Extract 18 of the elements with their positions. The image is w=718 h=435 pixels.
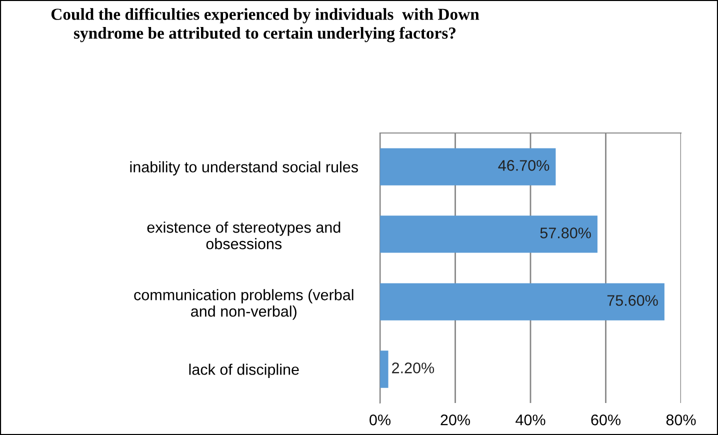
data-label: 75.60% [607, 295, 658, 306]
x-tick-label: 80% [666, 414, 696, 426]
x-tick-label: 0% [370, 414, 390, 426]
bar [380, 283, 664, 320]
bar [380, 148, 556, 186]
y-tick-label: inability to understand social rules [130, 161, 358, 176]
y-tick-label: communication problems (verbal and non-verbal) [134, 289, 354, 320]
x-tick-label: 20% [440, 414, 470, 426]
y-tick-label: lack of discipline [189, 364, 299, 378]
data-label: 57.80% [540, 228, 591, 238]
chart-title: Could the difficulties experienced by individuals with Down syndrome be attributed to certain underlying factors? [51, 8, 480, 42]
data-label: 2.20% [392, 362, 434, 374]
x-tick-label: 60% [591, 414, 620, 426]
y-tick-label: existence of stereotypes and obsessions [147, 222, 340, 250]
x-tick-label: 40% [516, 414, 546, 426]
data-label: 46.70% [498, 160, 550, 171]
bar [380, 216, 598, 253]
bar [380, 350, 388, 388]
